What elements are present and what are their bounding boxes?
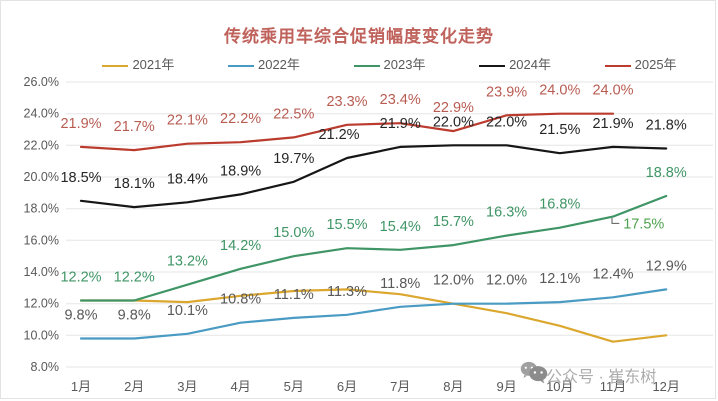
svg-text:24.0%: 24.0% bbox=[592, 83, 633, 99]
svg-text:20.0%: 20.0% bbox=[24, 170, 59, 184]
svg-text:15.4%: 15.4% bbox=[380, 219, 421, 235]
svg-text:26.0%: 26.0% bbox=[24, 75, 59, 89]
svg-text:12.2%: 12.2% bbox=[60, 270, 101, 286]
svg-text:13.2%: 13.2% bbox=[167, 254, 208, 270]
svg-text:22.0%: 22.0% bbox=[486, 114, 527, 130]
svg-text:15.7%: 15.7% bbox=[433, 214, 474, 230]
svg-text:9.8%: 9.8% bbox=[64, 308, 97, 324]
svg-text:16.8%: 16.8% bbox=[539, 197, 580, 213]
svg-text:21.7%: 21.7% bbox=[114, 119, 155, 135]
svg-text:3月: 3月 bbox=[177, 379, 197, 394]
svg-text:18.4%: 18.4% bbox=[167, 171, 208, 187]
svg-text:10.0%: 10.0% bbox=[24, 328, 59, 342]
svg-text:8.0%: 8.0% bbox=[31, 360, 60, 374]
svg-text:15.0%: 15.0% bbox=[273, 225, 314, 241]
svg-text:24.0%: 24.0% bbox=[539, 83, 580, 99]
svg-text:12.2%: 12.2% bbox=[114, 270, 155, 286]
svg-text:12.1%: 12.1% bbox=[539, 271, 580, 287]
svg-text:12.0%: 12.0% bbox=[24, 297, 59, 311]
svg-text:5月: 5月 bbox=[284, 379, 304, 394]
svg-text:1月: 1月 bbox=[71, 379, 91, 394]
svg-text:9.8%: 9.8% bbox=[118, 308, 151, 324]
svg-text:16.0%: 16.0% bbox=[24, 233, 59, 247]
svg-text:18.1%: 18.1% bbox=[114, 176, 155, 192]
svg-text:2月: 2月 bbox=[124, 379, 144, 394]
svg-text:18.5%: 18.5% bbox=[60, 170, 101, 186]
svg-text:21.9%: 21.9% bbox=[592, 116, 633, 132]
svg-text:4月: 4月 bbox=[230, 379, 250, 394]
svg-text:12月: 12月 bbox=[652, 379, 679, 394]
svg-text:12.4%: 12.4% bbox=[592, 266, 633, 282]
svg-text:22.0%: 22.0% bbox=[24, 138, 59, 152]
svg-text:19.7%: 19.7% bbox=[273, 151, 314, 167]
svg-text:6月: 6月 bbox=[337, 379, 357, 394]
svg-text:18.8%: 18.8% bbox=[646, 165, 687, 181]
svg-text:12.9%: 12.9% bbox=[646, 258, 687, 274]
svg-text:14.0%: 14.0% bbox=[24, 265, 59, 279]
svg-text:22.1%: 22.1% bbox=[167, 113, 208, 129]
svg-text:14.2%: 14.2% bbox=[220, 238, 261, 254]
svg-text:10.1%: 10.1% bbox=[167, 303, 208, 319]
svg-text:11.8%: 11.8% bbox=[380, 276, 420, 292]
svg-text:22.2%: 22.2% bbox=[220, 111, 261, 127]
svg-text:16.3%: 16.3% bbox=[486, 205, 527, 221]
svg-text:12.0%: 12.0% bbox=[486, 273, 527, 289]
svg-text:8月: 8月 bbox=[443, 379, 463, 394]
svg-text:11.3%: 11.3% bbox=[327, 284, 367, 300]
svg-text:21.8%: 21.8% bbox=[646, 118, 687, 134]
svg-text:18.9%: 18.9% bbox=[220, 163, 261, 179]
svg-text:23.3%: 23.3% bbox=[326, 94, 367, 110]
svg-text:17.5%: 17.5% bbox=[623, 216, 664, 232]
svg-text:23.4%: 23.4% bbox=[380, 92, 421, 108]
svg-text:21.9%: 21.9% bbox=[380, 116, 421, 132]
svg-text:15.5%: 15.5% bbox=[326, 217, 367, 233]
svg-text:18.0%: 18.0% bbox=[24, 202, 59, 216]
svg-text:24.0%: 24.0% bbox=[24, 107, 59, 121]
svg-text:21.5%: 21.5% bbox=[539, 122, 580, 138]
svg-text:10.8%: 10.8% bbox=[220, 292, 261, 308]
svg-text:22.0%: 22.0% bbox=[433, 114, 474, 130]
svg-text:23.9%: 23.9% bbox=[486, 84, 527, 100]
svg-text:12.0%: 12.0% bbox=[433, 273, 474, 289]
svg-text:21.9%: 21.9% bbox=[60, 116, 101, 132]
svg-text:21.2%: 21.2% bbox=[318, 127, 359, 143]
svg-text:7月: 7月 bbox=[390, 379, 410, 394]
svg-text:22.5%: 22.5% bbox=[273, 106, 314, 122]
svg-text:9月: 9月 bbox=[496, 379, 516, 394]
svg-text:22.9%: 22.9% bbox=[433, 100, 474, 116]
svg-text:11.1%: 11.1% bbox=[274, 287, 314, 303]
